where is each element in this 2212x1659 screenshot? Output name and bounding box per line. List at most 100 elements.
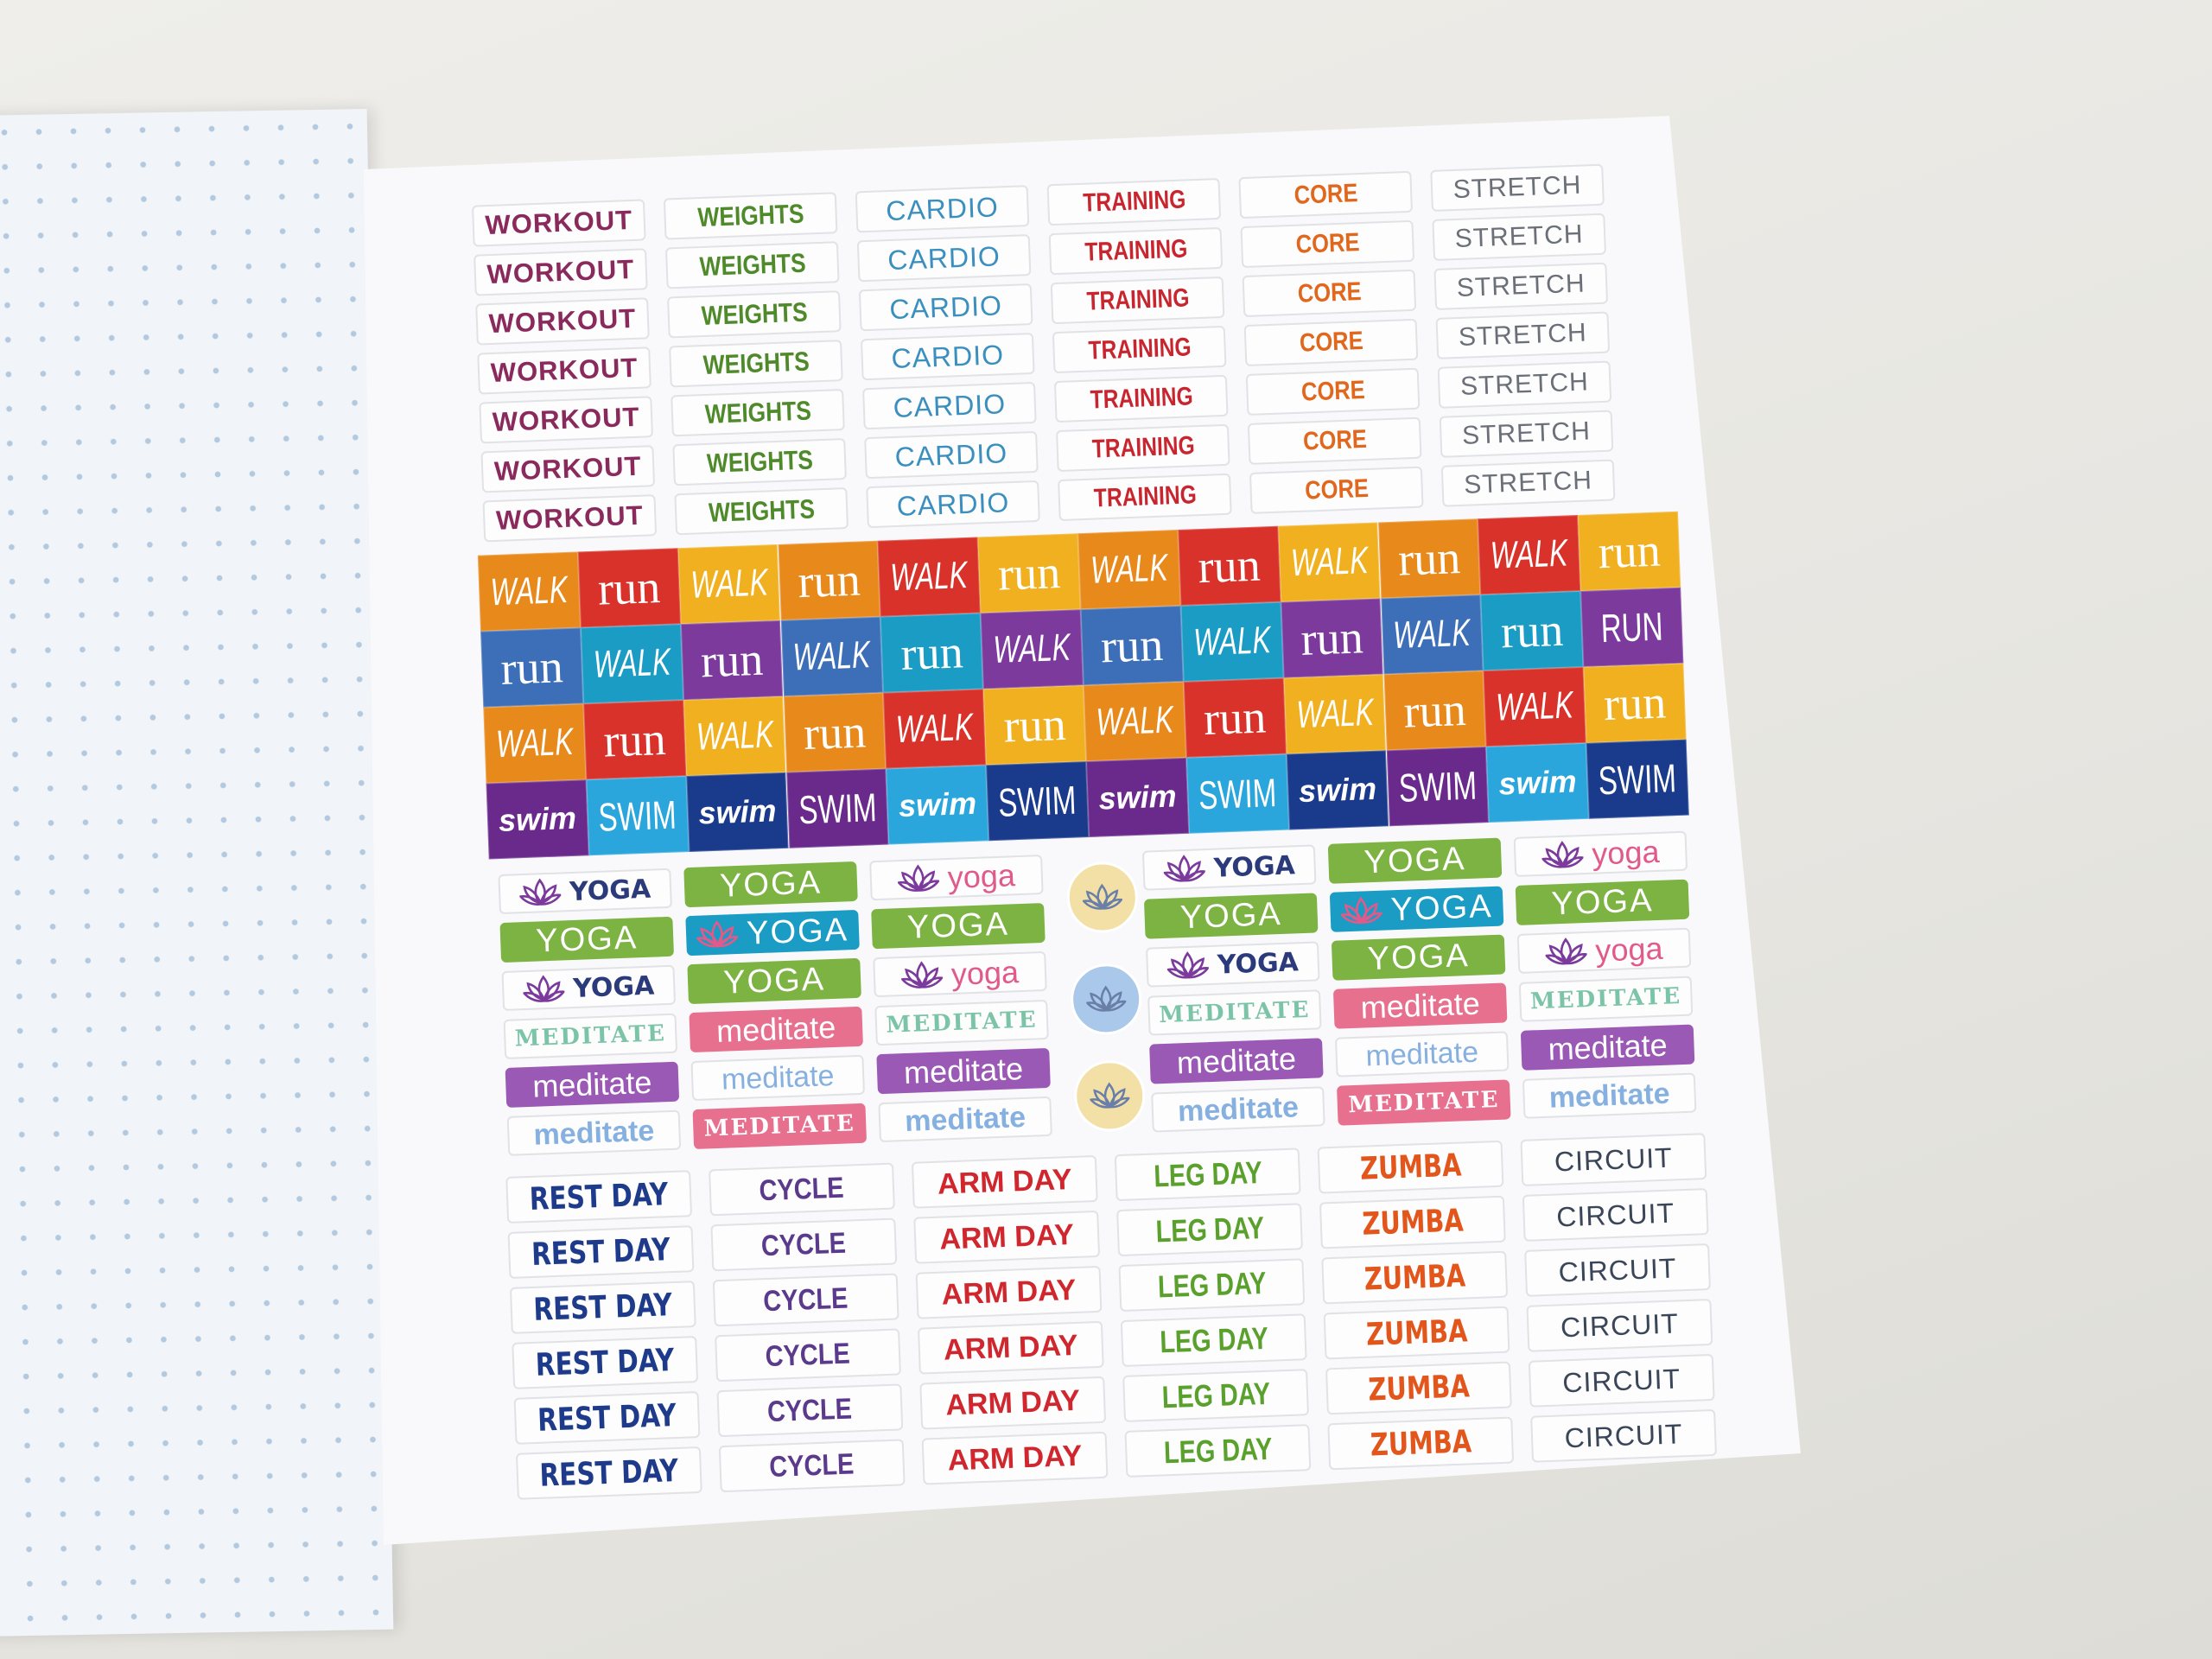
yoga-sticker: yoga (873, 950, 1047, 998)
word-sticker: CARDIO (855, 185, 1030, 233)
yoga-sticker: meditate (1151, 1086, 1325, 1133)
block-sticker: WALK (1380, 594, 1484, 675)
yoga-sticker: yoga (1516, 927, 1692, 974)
petal (1544, 954, 1569, 965)
block-sticker: run (577, 548, 681, 628)
block-sticker: WALK (1083, 681, 1186, 762)
word-sticker: CORE (1245, 367, 1421, 416)
sticker-text: meditate (1364, 1035, 1479, 1072)
sticker-text: run (1402, 683, 1467, 738)
sticker-text: SWIM (1598, 755, 1678, 804)
block-sticker: run (977, 533, 1081, 613)
block-sticker: SWIM (586, 776, 690, 856)
sticker-text: run (597, 561, 662, 615)
sticker-text: STRETCH (1456, 269, 1586, 302)
sticker-text: LEG DAY (1159, 1319, 1269, 1360)
yoga-sticker: meditate (506, 1109, 682, 1156)
sticker-text: meditate (1547, 1027, 1669, 1067)
sticker-text: YOGA (535, 918, 639, 960)
petal (715, 926, 734, 947)
petal (537, 893, 562, 906)
sticker-text: REST DAY (538, 1452, 679, 1494)
sticker-text: YOGA (722, 960, 826, 1001)
sticker-text: YOGA (569, 874, 652, 907)
block-sticker: SWIM (1185, 753, 1289, 834)
yoga-sticker: yoga (869, 855, 1044, 901)
sticker-text: YOGA (1367, 937, 1471, 977)
petal (1166, 861, 1187, 881)
yoga-sticker: YOGA (683, 861, 858, 908)
block-sticker: run (1578, 511, 1681, 591)
sticker-text: swim (697, 792, 778, 831)
sticker-text: WEIGHTS (700, 296, 808, 332)
sticker-text: TRAINING (1084, 234, 1188, 267)
lotus-icon (1544, 938, 1588, 965)
sticker-text: TRAINING (1087, 333, 1192, 365)
petal (1560, 856, 1585, 868)
petal (1085, 890, 1105, 909)
word-sticker: REST DAY (512, 1336, 699, 1389)
sticker-text: yoga (947, 857, 1016, 896)
word-sticker: ARM DAY (921, 1431, 1109, 1485)
sticker-text: WEIGHTS (698, 247, 806, 283)
sticker-text: YOGA (746, 911, 849, 952)
word-sticker: CYCLE (710, 1217, 898, 1272)
block-sticker: WALK (883, 689, 987, 769)
word-sticker: CORE (1238, 170, 1414, 219)
sticker-text: MEDITATE (1347, 1086, 1500, 1119)
sticker-text: YOGA (1213, 849, 1296, 884)
block-sticker: swim (1486, 742, 1590, 823)
sticker-text: LEG DAY (1156, 1264, 1267, 1305)
word-sticker: CARDIO (862, 381, 1037, 430)
sticker-area: WORKOUT WORKOUT WORKOUT WORKOUT WORKOUT WORKO… (465, 162, 1722, 1518)
sticker-text: YOGA (1217, 946, 1300, 981)
yoga-sticker: YOGA (1146, 941, 1320, 988)
sticker-text: run (1300, 611, 1364, 665)
sticker-text: swim (898, 785, 977, 824)
word-sticker: TRAINING (1048, 226, 1224, 276)
sticker-text: run (1197, 538, 1262, 594)
sticker-text: CORE (1294, 228, 1360, 259)
yoga-sticker: meditate (1332, 982, 1508, 1029)
petal (1100, 899, 1123, 910)
word-sticker: STRETCH (1430, 163, 1605, 213)
word-sticker: ZUMBA (1319, 1195, 1506, 1249)
sticker-text: CIRCUIT (1560, 1306, 1680, 1343)
sticker-text: meditate (1359, 985, 1481, 1026)
block-sticker: run (783, 692, 887, 772)
block-sticker: swim (686, 772, 789, 853)
block-sticker: WALK (677, 543, 781, 625)
sticker-text: CORE (1304, 474, 1370, 505)
block-sticker: WALK (1277, 522, 1381, 602)
sticker-text: CARDIO (896, 486, 1010, 522)
sticker-text: WALK (1090, 546, 1169, 592)
petal (1093, 1089, 1112, 1108)
sticker-text: CYCLE (760, 1226, 847, 1262)
word-sticker: TRAINING (1046, 177, 1222, 226)
yoga-sticker: YOGA (687, 957, 861, 1005)
word-sticker: CYCLE (718, 1439, 906, 1493)
petal (542, 981, 561, 1002)
sticker-text: meditate (1176, 1040, 1297, 1081)
word-sticker: ARM DAY (917, 1320, 1104, 1375)
sticker-text: WALK (690, 561, 769, 607)
lotus-icon (522, 975, 565, 1003)
sticker-text: YOGA (719, 863, 823, 905)
petal (1182, 870, 1206, 882)
word-sticker: TRAINING (1058, 473, 1232, 522)
word-sticker: REST DAY (515, 1446, 702, 1500)
petal (522, 992, 547, 1003)
word-sticker: TRAINING (1050, 276, 1225, 325)
lotus-icon (1166, 951, 1210, 979)
sticker-text: yoga (950, 954, 1020, 992)
sticker-text: CORE (1302, 424, 1368, 456)
sticker-text: WALK (1289, 539, 1369, 585)
sticker-text: LEG DAY (1153, 1154, 1263, 1194)
word-sticker: REST DAY (507, 1225, 695, 1279)
sticker-text: WALK (495, 720, 575, 766)
sticker-text: CARDIO (885, 190, 1000, 226)
word-sticker: CIRCUIT (1522, 1188, 1709, 1242)
petal (1166, 968, 1192, 979)
sticker-text: MEDITATE (1529, 983, 1682, 1015)
